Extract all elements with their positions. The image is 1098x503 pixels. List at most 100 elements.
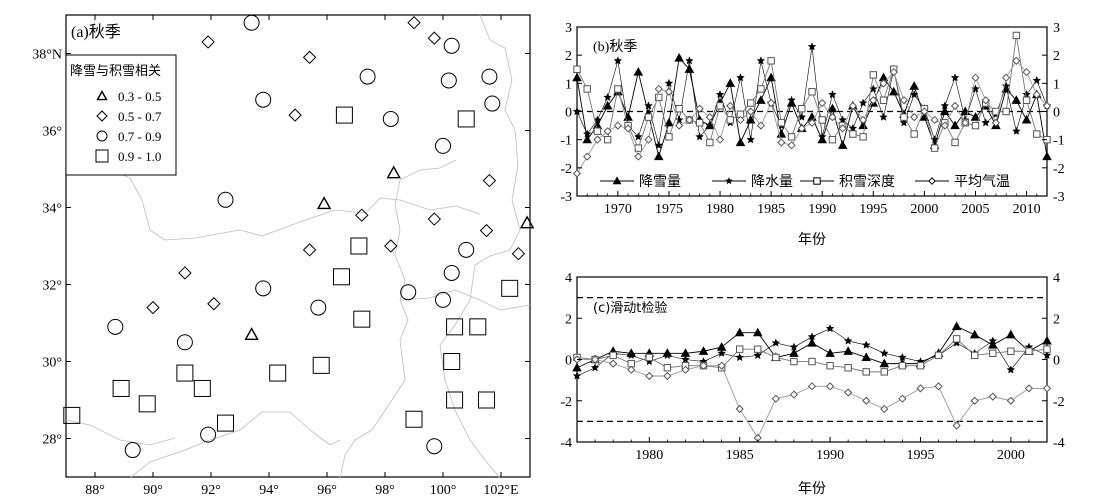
station-marker-square xyxy=(63,406,81,424)
y-tick-label-left: 4 xyxy=(565,271,572,286)
data-point-star xyxy=(940,101,950,110)
legend-box xyxy=(65,54,177,176)
station-marker-diamond xyxy=(288,108,302,122)
x-tick-label: 1995 xyxy=(906,448,934,463)
panel-c-chart: 1980 1985 1990 1995 2000 -4 -4 -2 -2 0 0 2 2 4 4 (c)滑动… xyxy=(560,271,1064,497)
y-tick-label: 32° xyxy=(42,279,62,294)
data-point-star xyxy=(971,84,980,93)
data-point-square xyxy=(583,85,591,93)
data-point-square xyxy=(757,85,765,93)
data-point-star xyxy=(715,90,725,99)
data-point-triangle xyxy=(572,362,582,372)
panel-a-map: 88° 90° 92° 94° 96° 98° 100° 102°E 28° 30° 32° 34° 3… xyxy=(32,14,535,498)
map-borders xyxy=(65,14,531,479)
station-marker-diamond xyxy=(482,173,497,188)
data-point-diamond xyxy=(828,113,837,122)
x-tick-label: 1970 xyxy=(604,202,632,217)
station-marker-circle xyxy=(200,426,217,443)
data-point-square xyxy=(808,88,816,96)
data-point-square xyxy=(916,361,925,370)
data-point-star xyxy=(843,336,853,345)
data-point-square xyxy=(655,93,663,102)
data-point-star xyxy=(685,56,694,65)
data-point-square xyxy=(844,364,852,372)
data-point-diamond xyxy=(858,115,868,125)
data-point-diamond xyxy=(952,421,961,430)
data-point-square xyxy=(614,85,622,93)
data-point-star xyxy=(807,332,817,341)
station-marker-circle xyxy=(400,284,417,301)
data-point-diamond xyxy=(572,169,582,178)
station-marker-diamond xyxy=(146,300,160,315)
station-marker-diamond xyxy=(427,212,442,226)
data-point-diamond xyxy=(1042,384,1052,393)
data-point-star xyxy=(582,129,592,138)
station-marker-square xyxy=(478,391,495,409)
y-tick-label-right: 0 xyxy=(1053,106,1060,121)
data-point-diamond xyxy=(767,98,776,108)
data-point-triangle xyxy=(987,340,998,349)
x-tick-label: 90° xyxy=(143,483,163,498)
data-point-diamond xyxy=(1024,384,1034,393)
data-point-diamond xyxy=(818,98,827,108)
station-marker-triangle xyxy=(244,327,259,341)
data-point-square xyxy=(934,351,943,360)
data-point-triangle xyxy=(734,327,745,337)
data-point-star xyxy=(654,140,664,149)
y-tick-label: 38°N xyxy=(32,48,62,63)
data-point-square xyxy=(706,138,714,147)
y-tick-label-left: -3 xyxy=(560,190,572,205)
y-tick-label-left: 0 xyxy=(565,354,572,369)
y-tick-label-left: 2 xyxy=(565,49,572,64)
data-point-diamond xyxy=(920,107,929,116)
data-point-square xyxy=(790,357,798,366)
y-tick-label-right: 2 xyxy=(1053,49,1060,64)
data-point-diamond xyxy=(726,101,735,110)
data-point-star xyxy=(828,90,837,99)
data-point-diamond xyxy=(930,115,939,125)
data-point-star xyxy=(950,73,960,82)
data-point-triangle xyxy=(664,117,674,127)
data-point-diamond xyxy=(664,87,674,96)
data-point-triangle xyxy=(827,103,838,113)
station-marker-square xyxy=(405,410,423,428)
data-point-diamond xyxy=(940,121,949,130)
y-tick-label-left: 0 xyxy=(565,106,572,121)
legend-diamond-symbol xyxy=(928,177,936,185)
data-point-triangle xyxy=(735,137,746,147)
station-marker-square xyxy=(333,268,350,286)
legend-label: 0.3 - 0.5 xyxy=(118,89,161,104)
data-point-triangle xyxy=(888,86,899,96)
data-point-square xyxy=(645,353,654,362)
data-point-star xyxy=(634,132,643,141)
data-point-star xyxy=(880,348,889,357)
station-marker-triangle xyxy=(386,165,401,179)
data-point-diamond xyxy=(910,113,919,122)
station-marker-diamond xyxy=(201,35,215,49)
data-point-diamond xyxy=(609,359,618,368)
data-point-star xyxy=(1042,350,1052,360)
panel-b-chart: 1970 1975 1980 1985 1990 1995 2000 2005 2010-3 -3… xyxy=(560,21,1064,248)
data-point-square xyxy=(869,71,878,79)
x-tick-label: 100° xyxy=(430,483,457,498)
data-point-star xyxy=(869,84,878,93)
station-marker-circle xyxy=(217,191,234,208)
data-point-square xyxy=(798,104,806,113)
station-marker-circle xyxy=(484,95,501,112)
data-point-diamond xyxy=(789,390,799,399)
data-point-triangle xyxy=(837,140,848,149)
station-marker-square xyxy=(350,237,368,255)
data-point-square xyxy=(772,353,780,362)
data-point-star xyxy=(1022,90,1031,99)
panel-c-title: (c)滑动t检验 xyxy=(593,300,667,316)
y-tick-label-right: -4 xyxy=(1053,436,1065,451)
data-point-star xyxy=(838,115,847,124)
station-marker-square xyxy=(501,279,519,297)
panel-b-legend: 降雪量 降水量 积雪深度 平均气温 xyxy=(600,174,1010,190)
data-point-diamond xyxy=(735,404,744,414)
data-point-diamond xyxy=(991,118,1001,127)
data-point-square xyxy=(777,119,786,127)
station-marker-diamond xyxy=(511,246,526,261)
data-point-star xyxy=(1012,126,1021,135)
station-marker-circle xyxy=(443,264,460,281)
